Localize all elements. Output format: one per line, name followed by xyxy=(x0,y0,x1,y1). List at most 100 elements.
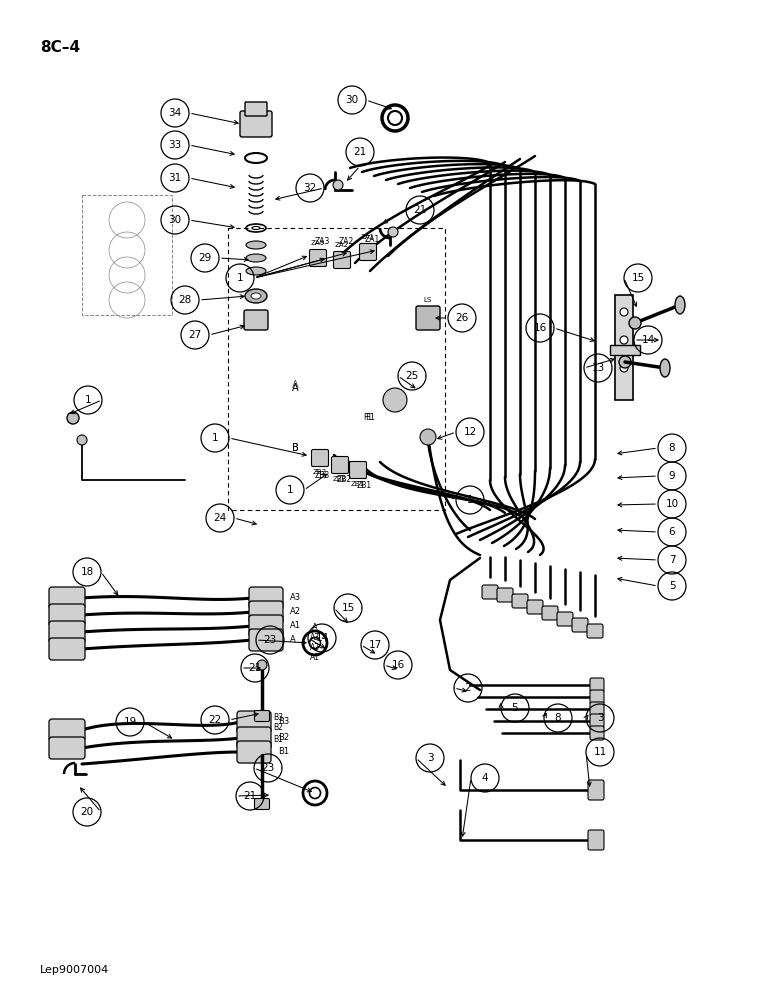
Text: 8: 8 xyxy=(555,713,561,723)
FancyBboxPatch shape xyxy=(49,737,85,759)
Text: ZA1: ZA1 xyxy=(364,235,380,244)
Ellipse shape xyxy=(675,296,685,314)
Text: 3: 3 xyxy=(427,753,433,763)
FancyBboxPatch shape xyxy=(590,702,604,716)
Circle shape xyxy=(420,429,436,445)
FancyBboxPatch shape xyxy=(572,618,588,632)
FancyBboxPatch shape xyxy=(244,310,268,330)
Text: 29: 29 xyxy=(198,253,212,263)
Text: A2: A2 xyxy=(310,644,320,652)
Text: 1: 1 xyxy=(286,485,293,495)
Text: 11: 11 xyxy=(594,747,607,757)
Text: A2: A2 xyxy=(290,607,301,616)
Text: 17: 17 xyxy=(368,640,381,650)
Ellipse shape xyxy=(660,359,670,377)
Circle shape xyxy=(67,412,79,424)
FancyBboxPatch shape xyxy=(350,462,367,479)
FancyBboxPatch shape xyxy=(49,638,85,660)
Text: 24: 24 xyxy=(213,513,227,523)
FancyBboxPatch shape xyxy=(255,798,269,810)
FancyBboxPatch shape xyxy=(590,726,604,740)
Text: 21: 21 xyxy=(249,663,262,673)
Text: 22: 22 xyxy=(208,715,222,725)
FancyBboxPatch shape xyxy=(310,249,327,266)
Circle shape xyxy=(620,336,628,344)
Text: B2: B2 xyxy=(278,734,290,742)
Text: A3: A3 xyxy=(310,634,320,643)
Text: ZA3: ZA3 xyxy=(314,237,330,246)
Bar xyxy=(82,195,172,315)
Ellipse shape xyxy=(310,638,320,648)
Circle shape xyxy=(388,227,398,237)
FancyBboxPatch shape xyxy=(249,601,283,623)
Text: 28: 28 xyxy=(178,295,191,305)
Text: 32: 32 xyxy=(303,183,317,193)
FancyBboxPatch shape xyxy=(587,624,603,638)
Text: 5: 5 xyxy=(512,703,518,713)
Text: 15: 15 xyxy=(631,273,645,283)
Ellipse shape xyxy=(246,267,266,275)
Text: 6: 6 xyxy=(669,527,676,537)
Text: ZB1: ZB1 xyxy=(357,481,371,489)
Circle shape xyxy=(333,180,343,190)
FancyBboxPatch shape xyxy=(334,251,350,268)
Text: A: A xyxy=(290,636,296,645)
Text: 8C–4: 8C–4 xyxy=(40,40,80,55)
FancyBboxPatch shape xyxy=(331,456,348,474)
Circle shape xyxy=(620,364,628,372)
Text: F1: F1 xyxy=(364,414,373,422)
Text: 10: 10 xyxy=(665,499,679,509)
FancyBboxPatch shape xyxy=(311,450,329,466)
Text: 26: 26 xyxy=(455,313,469,323)
Text: 34: 34 xyxy=(168,108,181,118)
Text: 2: 2 xyxy=(465,683,472,693)
Text: 33: 33 xyxy=(168,140,181,150)
Text: ZA2: ZA2 xyxy=(338,237,354,246)
Text: 23: 23 xyxy=(262,763,275,773)
Text: B: B xyxy=(292,443,298,453)
Text: LS: LS xyxy=(424,297,432,303)
Text: 8: 8 xyxy=(669,443,676,453)
Text: 14: 14 xyxy=(316,633,329,643)
Text: 18: 18 xyxy=(80,567,93,577)
Text: 14: 14 xyxy=(642,335,655,345)
FancyBboxPatch shape xyxy=(245,102,267,116)
Text: 4: 4 xyxy=(482,773,489,783)
FancyBboxPatch shape xyxy=(237,727,271,749)
Text: ZA1: ZA1 xyxy=(361,234,375,240)
Text: 5: 5 xyxy=(669,581,676,591)
Text: B2: B2 xyxy=(273,724,283,732)
Ellipse shape xyxy=(246,241,266,249)
Text: 30: 30 xyxy=(345,95,358,105)
Bar xyxy=(610,345,640,355)
Text: B: B xyxy=(292,443,298,453)
Circle shape xyxy=(619,356,631,368)
Ellipse shape xyxy=(251,293,261,299)
FancyBboxPatch shape xyxy=(588,780,604,800)
Text: 30: 30 xyxy=(168,215,181,225)
Circle shape xyxy=(629,317,641,329)
Text: ZB2: ZB2 xyxy=(337,476,351,485)
FancyBboxPatch shape xyxy=(590,690,604,704)
Bar xyxy=(615,295,633,400)
FancyBboxPatch shape xyxy=(590,678,604,692)
FancyBboxPatch shape xyxy=(557,612,573,626)
Text: 1: 1 xyxy=(212,433,218,443)
Text: A: A xyxy=(292,383,298,393)
FancyBboxPatch shape xyxy=(482,585,498,599)
FancyBboxPatch shape xyxy=(497,588,513,602)
Text: B3: B3 xyxy=(273,714,283,722)
Text: ZA3: ZA3 xyxy=(311,240,325,246)
Circle shape xyxy=(257,660,267,670)
Text: 16: 16 xyxy=(391,660,405,670)
Text: B1: B1 xyxy=(273,736,283,744)
FancyBboxPatch shape xyxy=(249,615,283,637)
FancyBboxPatch shape xyxy=(249,629,283,651)
Text: 1: 1 xyxy=(237,273,243,283)
Text: A1: A1 xyxy=(310,654,320,662)
Text: A: A xyxy=(292,380,298,390)
Text: 13: 13 xyxy=(591,363,604,373)
FancyBboxPatch shape xyxy=(255,710,269,722)
FancyBboxPatch shape xyxy=(49,587,85,609)
Text: 21: 21 xyxy=(243,791,256,801)
